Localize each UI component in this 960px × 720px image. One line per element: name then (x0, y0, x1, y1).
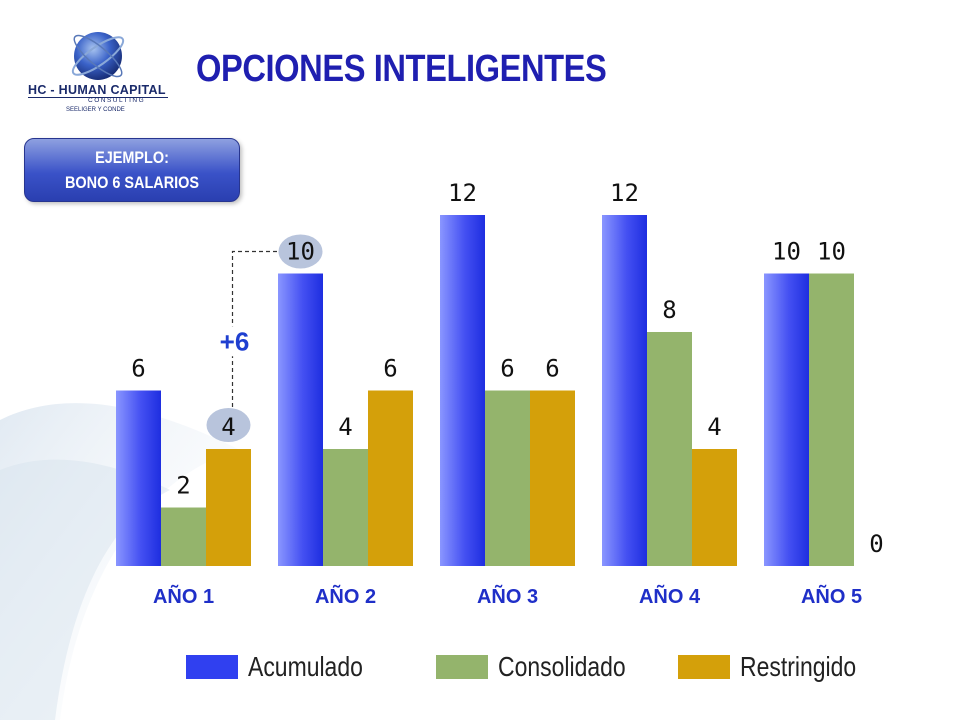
example-callout: EJEMPLO: BONO 6 SALARIOS (24, 138, 240, 202)
bar-restringido-ano-4 (692, 449, 737, 566)
bar-restringido-ano-3 (530, 390, 575, 566)
globe-logo-icon (71, 32, 125, 80)
value-label-consolidado-ano-3: 6 (500, 355, 514, 383)
logo-divider (28, 97, 168, 98)
category-label-ano-3: AÑO 3 (477, 585, 538, 608)
value-label-consolidado-ano-1: 2 (176, 472, 190, 500)
example-line-1: EJEMPLO: (95, 148, 169, 167)
legend-item-acumulado: Acumulado (186, 651, 388, 682)
value-label-consolidado-ano-2: 4 (338, 413, 352, 441)
value-label-consolidado-ano-5: 10 (817, 238, 846, 266)
bar-restringido-ano-1 (206, 449, 251, 566)
category-label-ano-5: AÑO 5 (801, 585, 862, 608)
logo-subtitle: CONSULTING (88, 97, 146, 104)
bar-acumulado-ano-4 (602, 215, 647, 566)
logo-tagline: SEELIGER Y CONDE (66, 107, 125, 113)
bar-acumulado-ano-3 (440, 215, 485, 566)
value-label-acumulado-ano-1: 6 (131, 355, 145, 383)
value-label-restringido-ano-4: 4 (707, 413, 721, 441)
bar-acumulado-ano-1 (116, 390, 161, 566)
highlight-ellipse-ano2 (278, 234, 323, 269)
page-title: OPCIONES INTELIGENTES (196, 48, 607, 90)
legend-label-acumulado: Acumulado (248, 651, 363, 682)
value-label-restringido-ano-5: 0 (869, 530, 883, 558)
bar-restringido-ano-2 (368, 390, 413, 566)
delta-label: +6 (220, 326, 250, 356)
delta-label-bg (214, 326, 251, 357)
bar-acumulado-ano-5 (764, 273, 809, 566)
bar-consolidado-ano-3 (485, 390, 530, 566)
legend-item-consolidado: Consolidado (436, 651, 654, 682)
value-label-acumulado-ano-2: 10 (286, 238, 315, 266)
category-label-ano-4: AÑO 4 (639, 585, 701, 608)
bar-consolidado-ano-4 (647, 332, 692, 566)
category-label-ano-2: AÑO 2 (315, 585, 376, 608)
highlight-ellipse-ano1 (206, 408, 251, 442)
legend-swatch-acumulado (186, 655, 238, 679)
value-label-restringido-ano-2: 6 (383, 355, 397, 383)
example-line-2: BONO 6 SALARIOS (64, 173, 200, 192)
bar-consolidado-ano-2 (323, 449, 368, 566)
bar-consolidado-ano-1 (161, 507, 206, 566)
legend-swatch-consolidado (436, 655, 488, 679)
legend-swatch-restringido (678, 655, 730, 679)
bar-consolidado-ano-5 (809, 273, 854, 566)
value-label-acumulado-ano-4: 12 (610, 179, 639, 207)
legend-item-restringido: Restringido (678, 651, 882, 682)
value-label-acumulado-ano-3: 12 (448, 179, 477, 207)
company-logo (20, 28, 180, 120)
legend-label-restringido: Restringido (740, 651, 857, 682)
legend-label-consolidado: Consolidado (498, 651, 626, 682)
bar-acumulado-ano-2 (278, 273, 323, 566)
value-label-restringido-ano-3: 6 (545, 355, 559, 383)
logo-name: HC - HUMAN CAPITAL (28, 83, 166, 97)
value-label-acumulado-ano-5: 10 (772, 238, 801, 266)
category-label-ano-1: AÑO 1 (153, 585, 214, 608)
value-label-restringido-ano-1: 4 (221, 413, 235, 441)
value-label-consolidado-ano-4: 8 (662, 296, 676, 324)
